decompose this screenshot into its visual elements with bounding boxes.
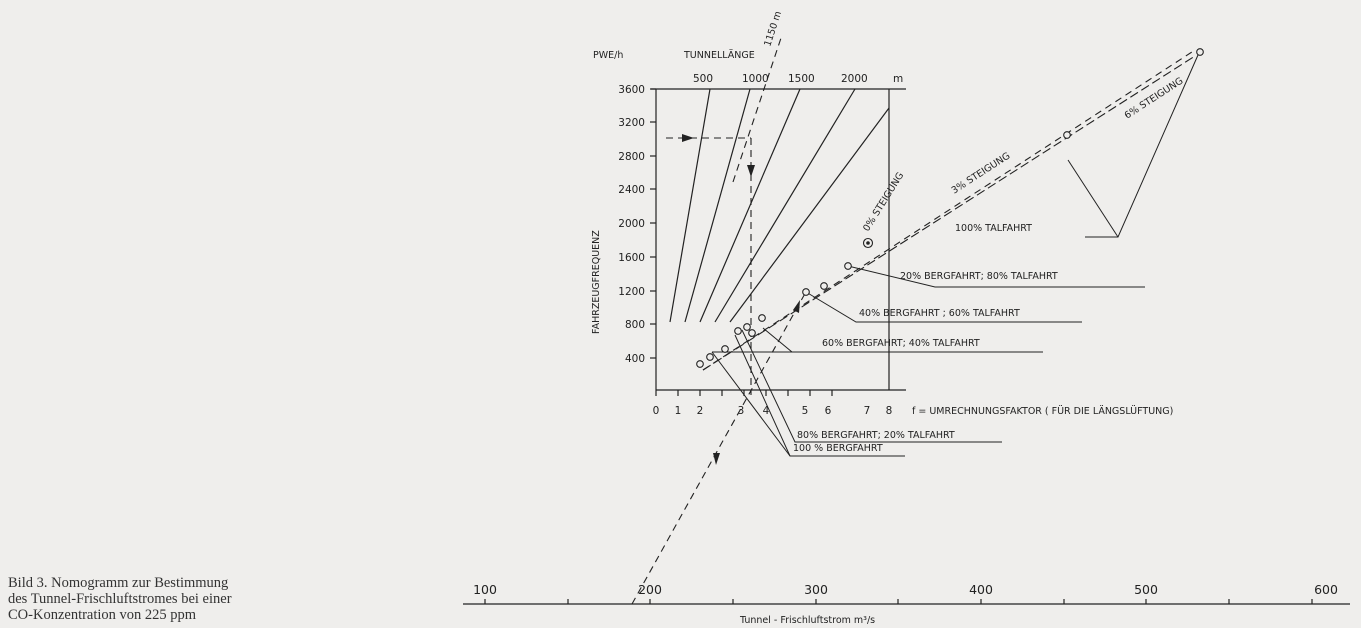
arrows	[682, 134, 800, 465]
bottom-axis-tick-labels: 100 200 300 400 500 600	[473, 582, 1338, 597]
svg-text:300: 300	[804, 582, 828, 597]
caption-line-3: CO-Konzentration von 225 ppm	[8, 607, 197, 623]
tunnellaenge-label: TUNNELLÄNGE	[683, 50, 755, 61]
length-tick-1000: 1000	[742, 73, 769, 85]
dashed-projection-line	[631, 289, 808, 605]
svg-text:400: 400	[625, 353, 645, 365]
svg-text:2000: 2000	[618, 218, 645, 230]
length-tick-2000: 2000	[841, 73, 868, 85]
leader-lines	[711, 54, 1199, 457]
svg-text:0: 0	[653, 405, 660, 417]
length-unit: m	[893, 73, 903, 85]
svg-text:400: 400	[969, 582, 993, 597]
svg-text:3200: 3200	[618, 117, 645, 129]
split-80-bergfahrt: 80% BERGFAHRT; 20% TALFAHRT	[797, 430, 955, 441]
grade-0-label: 0% STEIGUNG	[861, 171, 906, 234]
svg-text:100: 100	[473, 582, 497, 597]
svg-text:2400: 2400	[618, 184, 645, 196]
tunnel-length-lines	[669, 88, 890, 323]
length-tick-500: 500	[693, 73, 713, 85]
svg-text:2: 2	[697, 405, 704, 417]
bottom-axis-label: Tunnel - Frischluftstrom m³/s	[739, 615, 875, 626]
svg-text:1: 1	[675, 405, 682, 417]
figure-caption: Bild 3. Nomogramm zur Bestimmung des Tun…	[8, 575, 378, 623]
f-axis-tick-labels: 0 1 2 3 4 5 6 7 8	[653, 405, 893, 417]
svg-text:2800: 2800	[618, 151, 645, 163]
svg-text:200: 200	[638, 582, 662, 597]
split-100-bergfahrt: 100 % BERGFAHRT	[793, 443, 883, 454]
svg-text:600: 600	[1314, 582, 1338, 597]
split-40-bergfahrt: 40% BERGFAHRT ; 60% TALFAHRT	[859, 308, 1020, 319]
split-100-talfahrt: 100% TALFAHRT	[955, 223, 1032, 234]
dashed-length-label: 1150 m	[762, 10, 784, 48]
caption-line-2: des Tunnel-Frischluftstromes bei einer	[8, 591, 232, 607]
svg-text:500: 500	[1134, 582, 1158, 597]
svg-text:1200: 1200	[618, 286, 645, 298]
svg-text:1600: 1600	[618, 252, 645, 264]
svg-text:8: 8	[886, 405, 893, 417]
bottom-axis-ticks	[484, 599, 1313, 604]
caption-line-1: Bild 3. Nomogramm zur Bestimmung	[8, 575, 229, 591]
pwe-label: PWE/h	[593, 50, 623, 61]
split-20-bergfahrt: 20% BERGFAHRT; 80% TALFAHRT	[900, 271, 1058, 282]
svg-text:4: 4	[763, 405, 770, 417]
f-axis-label: f = UMRECHNUNGSFAKTOR ( FÜR DIE LÄNGSLÜF…	[912, 406, 1173, 417]
left-axis-title: FAHRZEUGFREQUENZ	[591, 230, 602, 334]
left-axis-ticks	[650, 88, 656, 359]
split-60-bergfahrt: 60% BERGFAHRT; 40% TALFAHRT	[822, 338, 980, 349]
svg-text:5: 5	[802, 405, 809, 417]
svg-text:3600: 3600	[618, 84, 645, 96]
svg-text:800: 800	[625, 319, 645, 331]
zero-grade-marker	[866, 241, 870, 245]
length-tick-1500: 1500	[788, 73, 815, 85]
left-axis-tick-labels: 3600 3200 2800 2400 2000 1600 1200 800 4…	[618, 84, 645, 365]
svg-text:7: 7	[864, 405, 871, 417]
dashed-1150m-line	[732, 34, 783, 183]
grade-3-curve	[702, 55, 1196, 371]
grade-3-label: 3% STEIGUNG	[950, 151, 1013, 197]
data-points	[696, 48, 1204, 368]
svg-text:6: 6	[825, 405, 832, 417]
grade-6-curve	[702, 49, 1196, 371]
svg-text:3: 3	[738, 405, 745, 417]
